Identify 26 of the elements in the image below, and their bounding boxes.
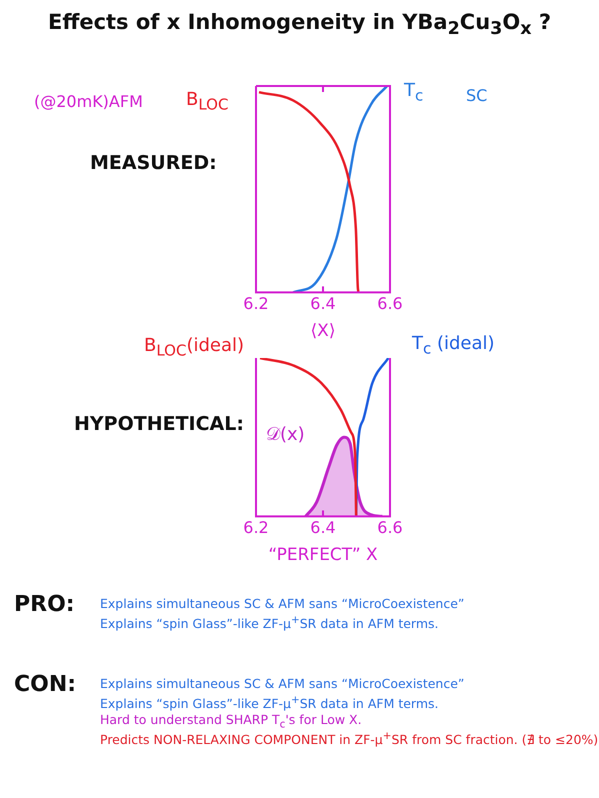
text: Explains simultaneous SC & AFM sans “MicroCoexistence” xyxy=(100,596,464,611)
text: CON: xyxy=(14,672,76,697)
x-tick-label: 6.4 xyxy=(310,294,336,314)
series-label: T$_{c}$ (ideal) xyxy=(412,333,495,358)
x-tick-label: 6.2 xyxy=(243,518,269,538)
x-tick-label: 6.6 xyxy=(377,294,403,314)
text: HYPOTHETICAL: xyxy=(74,413,244,435)
series-label: T$_{c}$ xyxy=(404,80,424,105)
series-label: B$_{LOC}$ xyxy=(186,89,228,114)
x-tick-label: 6.4 xyxy=(310,518,336,538)
x-tick-label: 6.2 xyxy=(243,294,269,314)
text: SC xyxy=(466,86,488,105)
text: Hard to understand SHARP T$_{c}$'s for Low X. xyxy=(100,712,362,730)
series-label: 𝒟(x) xyxy=(266,424,305,445)
series-label: B$_{LOC}$(ideal) xyxy=(144,335,244,360)
chart-title: Effects of x Inhomogeneity in YBa$_{2}$Cu$_{3}$O$_{x}$ ? xyxy=(46,10,552,40)
x-tick-label: 6.6 xyxy=(377,518,403,538)
text: Predicts NON-RELAXING COMPONENT in ZF-μ$^{+}$SR from SC fraction. (∄ to ≤20%) xyxy=(100,730,598,748)
x-axis-title: ⟨X⟩ xyxy=(310,321,336,342)
text: MEASURED: xyxy=(90,152,217,174)
text: Explains “spin Glass”-like ZF-μ$^{+}$SR data in AFM terms. xyxy=(100,694,438,712)
text: Explains simultaneous SC & AFM sans “MicroCoexistence” xyxy=(100,676,464,691)
x-axis-title: “PERFECT” X xyxy=(268,545,378,566)
text: (@20mK)AFM xyxy=(34,92,143,111)
text: PRO: xyxy=(14,592,75,617)
text: Explains “spin Glass”-like ZF-μ$^{+}$SR data in AFM terms. xyxy=(100,614,438,632)
